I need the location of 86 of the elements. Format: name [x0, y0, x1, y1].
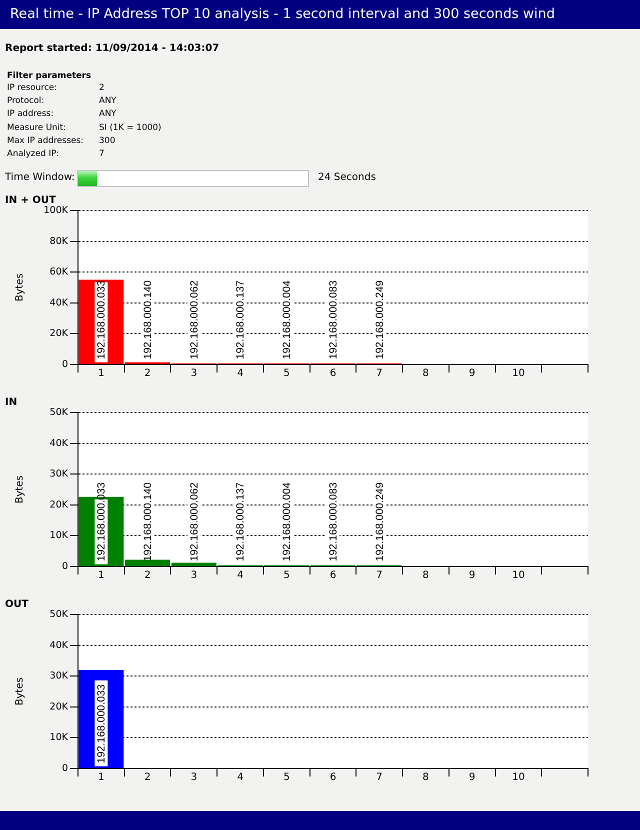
annotation: 192.168.000.062 [188, 280, 200, 360]
annotation: 192.168.000.004 [281, 280, 294, 360]
y-tick-label: 0 [62, 560, 68, 572]
annotation: 192.168.000.083 [327, 482, 340, 561]
y-tick-label: 0 [62, 358, 68, 370]
x-tick-label: 2 [144, 570, 151, 581]
x-tick-label: 10 [512, 570, 525, 581]
x-tick-label: 9 [468, 368, 476, 380]
x-tick-label: 8 [422, 772, 429, 784]
annotation: 192.168.000.137 [234, 280, 247, 360]
x-tick-label: 2 [144, 368, 151, 380]
y-tick-label: 80K [50, 236, 69, 247]
y-tick-label: 40K [50, 297, 69, 308]
text: Time Window: [5, 171, 75, 185]
y-axis-title: Bytes [14, 677, 26, 706]
y-tick-label: 50K [50, 406, 69, 418]
x-tick-label: 7 [376, 368, 383, 380]
y-tick-label: 40K [50, 640, 69, 651]
y-tick-label: 0 [62, 762, 68, 774]
text: IP resource: [7, 82, 57, 94]
annotation: 192.168.000.062 [188, 482, 200, 561]
annotation: 192.168.000.033 [96, 482, 108, 561]
annotation: 192.168.000.140 [142, 482, 154, 561]
y-tick-label: 50K [50, 608, 69, 620]
x-tick-label: 3 [190, 570, 198, 581]
y-tick-label: 40K [50, 437, 69, 448]
text: ANY [99, 108, 116, 120]
y-tick-label: 20K [50, 701, 69, 712]
x-tick-label: 5 [283, 368, 290, 380]
text: Analyzed IP: [7, 148, 60, 160]
x-tick-label: 8 [422, 368, 429, 380]
y-tick-label: 20K [50, 328, 69, 340]
text: SI (1K = 1000) [99, 122, 162, 134]
annotation: 192.168.000.083 [327, 280, 340, 360]
x-tick-label: 6 [330, 570, 336, 581]
text: Protocol: [7, 95, 44, 108]
x-tick-label: 8 [422, 570, 429, 581]
x-tick-label: 3 [190, 772, 198, 784]
annotation: 192.168.000.140 [142, 280, 154, 360]
text: Filter parameters [7, 70, 92, 82]
x-tick-label: 5 [283, 772, 290, 784]
x-tick-label: 7 [376, 772, 383, 784]
x-tick-label: 10 [512, 772, 525, 784]
x-tick-label: 7 [376, 570, 383, 581]
y-tick-label: 100K [44, 204, 69, 216]
annotation: 192.168.000.249 [374, 482, 386, 561]
x-tick-label: 1 [98, 368, 104, 380]
x-tick-label: 9 [468, 772, 476, 784]
text: Real time - IP Address TOP 10 analysis - 1 second interval and 300 seconds wind [9, 6, 555, 22]
chart-title: IN [5, 396, 18, 410]
x-tick-label: 6 [330, 368, 336, 380]
chart-title: OUT [5, 598, 28, 612]
text: Max IP addresses: [7, 134, 84, 147]
text: Measure Unit: [7, 122, 66, 134]
text: 24 Seconds [318, 171, 376, 185]
x-tick-label: 1 [98, 772, 104, 784]
x-tick-label: 6 [330, 772, 336, 784]
annotation: 192.168.000.033 [96, 684, 108, 764]
y-tick-label: 30K [50, 670, 69, 682]
y-tick-label: 10K [50, 732, 69, 744]
y-tick-label: 20K [50, 498, 69, 510]
x-tick-label: 9 [468, 570, 476, 581]
y-axis-title: Bytes [14, 474, 26, 504]
x-tick-label: 1 [98, 570, 104, 581]
text: IP address: [7, 108, 54, 120]
annotation: 192.168.000.033 [96, 280, 108, 360]
x-tick-label: 3 [190, 368, 198, 380]
x-tick-label: 5 [283, 570, 290, 581]
annotation: 192.168.000.249 [374, 280, 386, 360]
text: 2 [99, 82, 104, 94]
text: 7 [99, 148, 104, 160]
x-tick-label: 10 [512, 368, 525, 380]
y-tick-label: 60K [50, 266, 69, 278]
annotation: 192.168.000.004 [281, 482, 294, 561]
x-tick-label: 4 [237, 772, 244, 784]
y-tick-label: 30K [50, 468, 69, 480]
y-axis-title: Bytes [14, 273, 26, 302]
annotation: 192.168.000.137 [234, 482, 247, 561]
x-tick-label: 2 [144, 772, 151, 784]
text: ANY [99, 95, 116, 108]
text: Report started: 11/09/2014 - 14:03:07 [5, 42, 220, 56]
x-tick-label: 4 [237, 570, 244, 581]
text: 300 [99, 134, 116, 147]
chart-title: IN + OUT [5, 194, 56, 206]
y-tick-label: 10K [50, 530, 69, 541]
x-tick-label: 4 [237, 368, 244, 380]
